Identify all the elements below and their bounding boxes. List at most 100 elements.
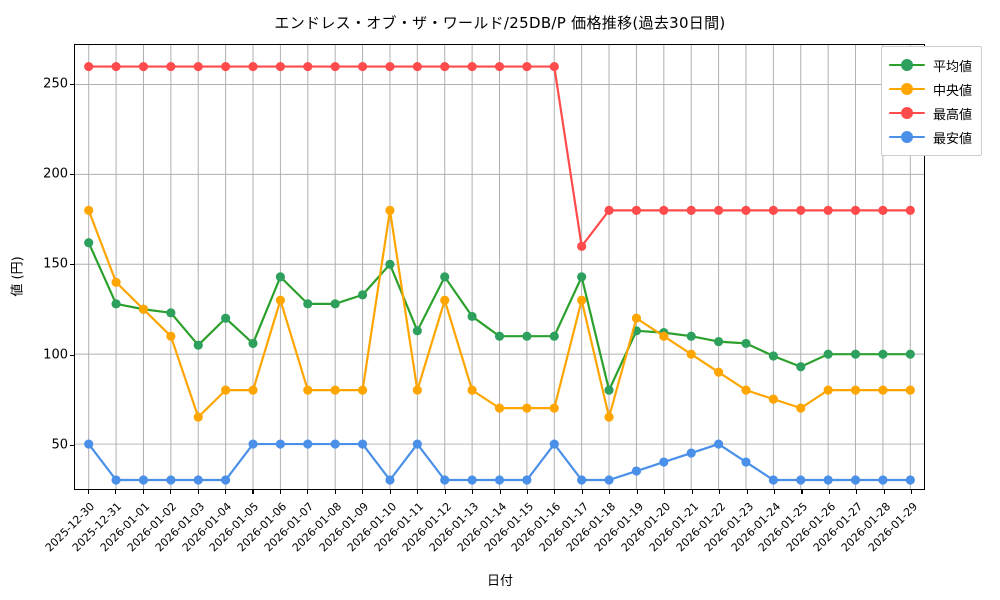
data-point — [522, 403, 532, 413]
data-point — [111, 299, 121, 309]
data-point — [796, 205, 806, 215]
y-tick-mark — [70, 174, 74, 176]
y-tick-mark — [70, 264, 74, 266]
data-point — [221, 385, 231, 395]
data-point — [823, 385, 833, 395]
data-point — [549, 61, 559, 72]
legend-item-4[interactable]: 最安値 — [888, 125, 972, 149]
x-tick-mark — [142, 490, 144, 494]
data-point — [385, 205, 395, 215]
data-point — [357, 61, 368, 72]
data-point — [138, 304, 149, 314]
grid-lines — [75, 45, 924, 489]
data-point — [741, 338, 751, 348]
x-tick-mark — [664, 490, 666, 494]
series-line — [87, 209, 912, 419]
data-point — [111, 61, 121, 72]
data-point — [631, 466, 642, 476]
data-point — [385, 259, 395, 269]
data-point — [275, 272, 285, 282]
legend-item-2[interactable]: 中央値 — [888, 77, 972, 101]
data-point — [193, 475, 203, 485]
data-point — [275, 295, 285, 305]
data-point — [494, 403, 505, 413]
data-point — [440, 295, 450, 305]
data-point — [303, 299, 313, 309]
x-tick-mark — [911, 490, 913, 494]
legend-item-3[interactable]: 最高値 — [888, 101, 972, 125]
data-point — [686, 448, 696, 458]
data-point — [659, 205, 669, 215]
data-point — [467, 475, 477, 485]
data-point — [467, 385, 477, 395]
data-point — [494, 331, 505, 341]
data-point — [850, 205, 861, 215]
legend-item-1[interactable]: 平均値 — [888, 53, 972, 77]
x-tick-mark — [252, 490, 254, 494]
data-point — [467, 311, 477, 322]
data-point — [412, 439, 422, 449]
x-axis-label: 日付 — [486, 574, 513, 589]
data-point — [686, 331, 696, 341]
data-point — [193, 61, 203, 72]
data-point — [768, 394, 778, 404]
data-point — [357, 385, 368, 395]
data-point — [275, 439, 285, 449]
chart-title: エンドレス・オブ・ザ・ワールド/25DB/P 価格推移(過去30日間) — [274, 14, 726, 32]
x-tick-mark — [636, 490, 638, 494]
x-tick-mark — [801, 490, 803, 494]
x-tick-mark — [224, 490, 227, 494]
data-point — [905, 349, 915, 359]
data-point — [275, 61, 285, 72]
x-tick-mark — [115, 490, 117, 494]
data-point — [878, 349, 888, 359]
data-point — [905, 385, 915, 395]
series-4 — [84, 439, 915, 485]
data-point — [549, 331, 559, 341]
data-point — [823, 475, 833, 485]
data-point — [84, 205, 94, 215]
data-point — [84, 61, 94, 72]
data-point — [905, 205, 915, 215]
x-tick-mark — [197, 490, 199, 494]
data-point — [714, 337, 724, 347]
x-tick-mark — [719, 490, 721, 494]
y-tick-label: 250 — [43, 76, 68, 92]
series-2 — [84, 205, 915, 422]
data-point — [248, 61, 258, 72]
y-tick-label: 150 — [43, 256, 68, 272]
data-point — [440, 61, 450, 72]
data-point — [303, 385, 313, 395]
data-point — [659, 331, 669, 341]
data-point — [850, 475, 861, 485]
data-point — [604, 205, 614, 215]
data-point — [357, 439, 368, 449]
data-point — [823, 349, 833, 359]
data-point — [330, 61, 340, 72]
data-point — [522, 61, 532, 72]
data-point — [522, 331, 532, 341]
x-tick-mark — [746, 490, 748, 494]
data-point — [823, 205, 833, 215]
series-line — [87, 442, 912, 482]
data-point — [631, 205, 642, 215]
x-tick-mark — [417, 490, 419, 494]
data-point — [686, 205, 696, 215]
data-series-layer — [84, 61, 915, 485]
data-point — [796, 475, 806, 485]
legend-label: 最安値 — [932, 131, 972, 147]
data-point — [138, 61, 149, 72]
x-tick-mark — [499, 490, 501, 494]
data-point — [412, 61, 422, 72]
data-point — [714, 367, 724, 377]
data-point — [686, 349, 696, 359]
data-point — [440, 272, 450, 282]
data-point — [768, 475, 778, 485]
data-point — [878, 385, 888, 395]
x-tick-mark — [307, 490, 309, 494]
data-point — [166, 61, 176, 72]
legend-swatch-icon — [888, 130, 925, 144]
y-tick-mark — [70, 83, 74, 85]
data-point — [631, 313, 642, 323]
